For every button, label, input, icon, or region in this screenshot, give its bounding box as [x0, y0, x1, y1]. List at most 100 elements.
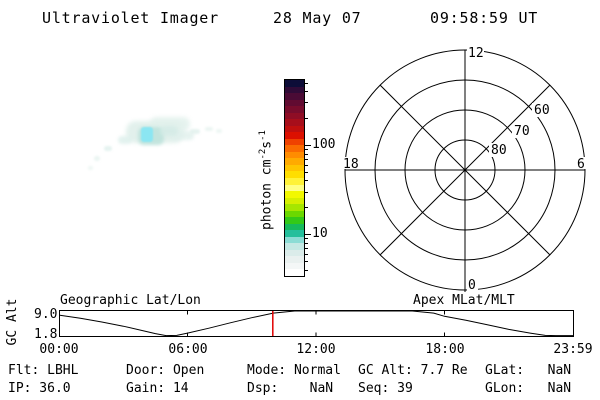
colorbar-tick: [305, 118, 308, 119]
colorbar-step: [285, 230, 304, 237]
aurora-pixel-blob: [104, 146, 112, 151]
colorbar-tick: [305, 154, 308, 155]
colorbar-tick: [305, 91, 308, 92]
label-mask: [512, 124, 537, 138]
mlt-label-6: 6: [577, 157, 585, 172]
colorbar-step: [285, 236, 304, 244]
colorbar-tick: [305, 243, 308, 244]
colorbar-tick: [305, 270, 308, 271]
colorbar-step: [285, 86, 304, 94]
colorbar-step: [285, 177, 304, 185]
status-dsp: Dsp: NaN: [247, 381, 334, 396]
status-door: Door: Open: [126, 363, 205, 378]
colorbar-step: [285, 243, 304, 250]
strip-title-geographic: Geographic Lat/Lon: [60, 293, 201, 308]
colorbar-step: [285, 249, 304, 257]
colorbar-step: [285, 93, 304, 100]
aurora-pixel-blob: [216, 129, 222, 133]
colorbar-tick: [305, 172, 308, 173]
colorbar-tick: [305, 159, 308, 160]
colorbar-tick: [305, 207, 308, 208]
lat-label-70: 70: [514, 124, 530, 139]
mlt-label-0: 0: [468, 278, 476, 293]
status-gc-alt: GC Alt: 7.7 Re: [358, 363, 468, 378]
y-tick-9: 9.0: [34, 307, 58, 322]
colorbar-step: [285, 223, 304, 231]
mlt-label-12: 12: [468, 46, 484, 61]
colorbar-step: [285, 106, 304, 113]
unit-sup-1: -1: [258, 130, 268, 141]
label-mask: [342, 157, 365, 169]
aurora-pixel-blob: [160, 126, 178, 136]
lat-label-80: 80: [491, 143, 507, 158]
colorbar-step: [285, 269, 304, 276]
aurora-pixel-blob: [88, 166, 93, 170]
label-mask: [532, 103, 557, 117]
polar-diagonal-2: [379, 84, 551, 256]
colorbar-tick: [305, 192, 308, 193]
unit-text: photon cm: [259, 159, 275, 230]
colorbar-step: [285, 119, 304, 126]
colorbar-unit-label: photon cm-2s-1: [254, 105, 275, 255]
status-gain: Gain: 14: [126, 381, 189, 396]
x-tick-1200: 12:00: [296, 342, 336, 357]
aurora-pixel-blob: [172, 131, 194, 140]
status-ip: IP: 36.0: [8, 381, 71, 396]
colorbar-step: [285, 204, 304, 211]
colorbar-tick: [305, 248, 308, 249]
colorbar-step: [285, 184, 304, 192]
colorbar-step: [285, 125, 304, 133]
chart-frame: [59, 310, 574, 337]
x-tick-0000: 00:00: [39, 342, 79, 357]
mlt-label-18: 18: [343, 157, 359, 172]
gc-alt-chart: [59, 310, 574, 337]
colorbar-tick-label-100: 100: [312, 137, 336, 152]
colorbar-tick: [305, 149, 308, 150]
y-tick-1-8: 1.8: [34, 327, 58, 342]
colorbar-tick: [305, 261, 308, 262]
colorbar-step: [285, 145, 304, 152]
colorbar-step: [285, 99, 304, 107]
uv-image-area: [0, 60, 250, 290]
colorbar-step: [285, 197, 304, 205]
app-title: Ultraviolet Imager: [42, 9, 219, 27]
unit-sup-2: -2: [258, 148, 268, 160]
strip-title-apex: Apex MLat/MLT: [413, 293, 515, 308]
status-flt: Flt: LBHL: [8, 363, 79, 378]
colorbar-step: [285, 256, 304, 263]
label-mask: [467, 46, 484, 59]
colorbar: [284, 79, 305, 277]
status-mode: Mode: Normal: [247, 363, 341, 378]
colorbar-tick: [305, 102, 308, 103]
colorbar-tick: [305, 145, 311, 146]
x-tick-1800: 18:00: [425, 342, 465, 357]
header-time: 09:58:59 UT: [430, 9, 539, 27]
aurora-pixel-blob: [141, 127, 153, 142]
colorbar-step: [285, 158, 304, 165]
status-glat: GLat: NaN: [485, 363, 572, 378]
x-tick-0600: 06:00: [168, 342, 208, 357]
colorbar-step: [285, 164, 304, 172]
colorbar-step: [285, 138, 304, 146]
polar-grid: 12 18 6 0 60 70 80: [342, 46, 587, 293]
label-mask: [489, 143, 514, 157]
status-seq: Seq: 39: [358, 381, 413, 396]
label-mask: [467, 279, 478, 291]
aurora-pixel-blob: [190, 129, 200, 134]
colorbar-step: [285, 217, 304, 224]
colorbar-step: [285, 151, 304, 159]
colorbar-step: [285, 80, 304, 87]
colorbar-tick: [305, 165, 308, 166]
colorbar-tick: [305, 83, 308, 84]
colorbar-step: [285, 191, 304, 198]
aurora-pixel-blob: [205, 127, 213, 131]
colorbar-step: [285, 210, 304, 218]
header-date: 28 May 07: [273, 9, 362, 27]
colorbar-tick: [305, 238, 308, 239]
gc-alt-curve: [59, 310, 573, 337]
strip-y-axis-label: GC Alt: [5, 298, 20, 346]
colorbar-tick-label-10: 10: [312, 226, 328, 241]
label-mask: [576, 157, 587, 169]
unit-s: s: [259, 140, 275, 149]
